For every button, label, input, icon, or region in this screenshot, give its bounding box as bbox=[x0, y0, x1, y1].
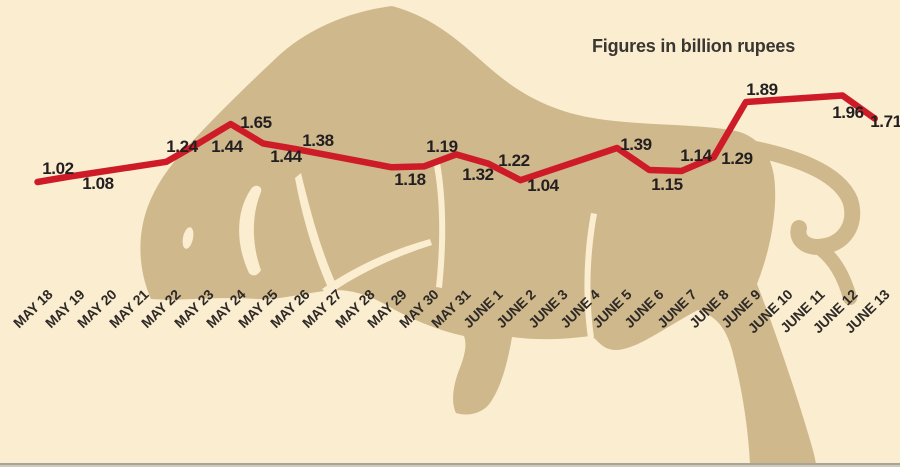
chart-unit-note: Figures in billion rupees bbox=[592, 36, 796, 56]
bull-horn-back-cut-shape bbox=[322, 239, 432, 295]
bull-body-shape bbox=[140, 6, 816, 464]
data-line bbox=[34, 92, 878, 186]
value-label: 1.18 bbox=[394, 170, 426, 189]
bull-eye-shape bbox=[182, 227, 194, 249]
value-label: 1.96 bbox=[832, 103, 864, 122]
value-label: 1.39 bbox=[620, 135, 652, 154]
value-label: 1.15 bbox=[651, 175, 683, 194]
value-label: 1.14 bbox=[680, 146, 712, 165]
value-label: 1.19 bbox=[426, 137, 458, 156]
bottom-rule-dark bbox=[0, 463, 900, 465]
bull-horn-shape bbox=[239, 185, 262, 276]
value-label: 1.24 bbox=[166, 137, 198, 156]
value-label: 1.32 bbox=[462, 165, 494, 184]
value-label: 1.44 bbox=[270, 147, 302, 166]
bottom-rule bbox=[0, 463, 900, 467]
bull-neck-cut-shape bbox=[295, 173, 336, 290]
value-label: 1.04 bbox=[527, 176, 559, 195]
bull-tail-tip-shape bbox=[811, 240, 857, 305]
value-label: 1.22 bbox=[498, 151, 530, 170]
value-label: 1.71 bbox=[870, 112, 900, 131]
value-label: 1.38 bbox=[302, 131, 334, 150]
bull-shoulder-cut-shape bbox=[434, 163, 446, 288]
value-label: 1.02 bbox=[42, 159, 74, 178]
value-label: 1.65 bbox=[240, 113, 272, 132]
bull-tail-shape bbox=[732, 138, 861, 256]
value-label: 1.29 bbox=[721, 149, 753, 168]
bull-belly-cut-shape bbox=[584, 213, 597, 338]
value-label: 1.89 bbox=[746, 80, 778, 99]
bottom-rule-light bbox=[0, 465, 900, 467]
value-label: 1.08 bbox=[82, 174, 114, 193]
value-label: 1.44 bbox=[211, 137, 243, 156]
